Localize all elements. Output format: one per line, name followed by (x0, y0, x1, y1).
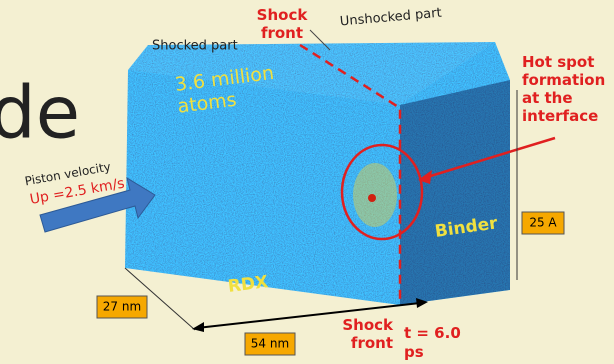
label: 27 nm (103, 300, 141, 314)
label: Shocked part (152, 39, 238, 54)
figure: de Shocked part Shockfront Unshocked par… (0, 0, 614, 364)
slide-text: de (0, 71, 80, 155)
label: 54 nm (251, 337, 289, 351)
label: 25 A (529, 216, 557, 230)
